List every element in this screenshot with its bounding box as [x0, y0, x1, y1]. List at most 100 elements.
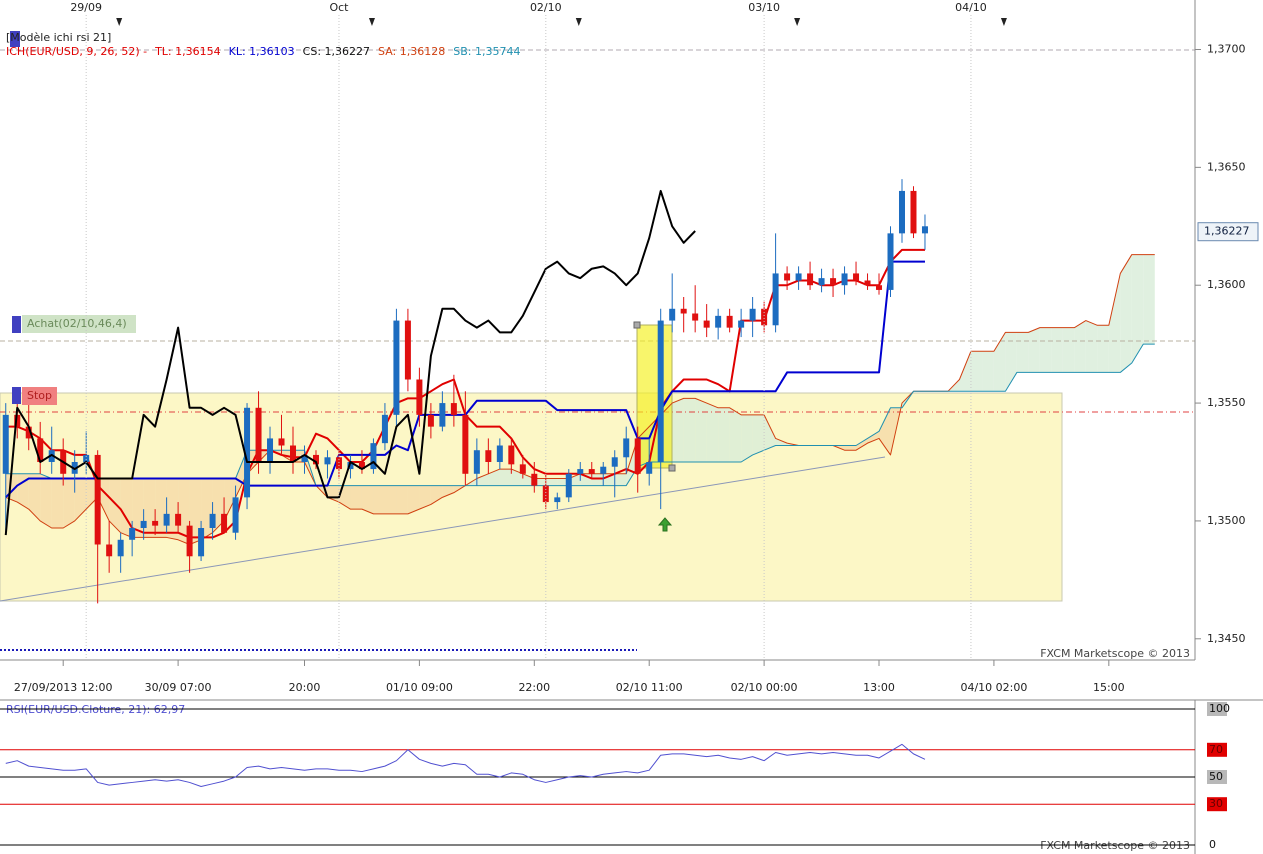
cloud-fill [729, 407, 742, 462]
day-marker [368, 18, 375, 26]
cloud-fill [1085, 320, 1098, 373]
x-tick-label: 27/09/2013 12:00 [14, 681, 113, 694]
top-tick-label: 04/10 [955, 1, 987, 14]
candle-body [106, 544, 113, 557]
rsi-tick-box [1207, 702, 1227, 716]
cloud-fill [224, 478, 236, 521]
candle-body [542, 485, 549, 503]
cloud-fill [499, 469, 512, 486]
candle-body [439, 403, 446, 427]
x-tick-label: 04/10 02:00 [960, 681, 1027, 694]
last-price-box [1197, 222, 1259, 242]
cloud-fill [74, 478, 87, 521]
rsi-tick-label: 30 [1209, 797, 1223, 810]
candle-body [795, 273, 802, 281]
achat-box [22, 315, 136, 333]
cloud-fill [672, 398, 684, 462]
day-marker [116, 18, 123, 26]
candle-body [726, 315, 733, 328]
candle-body [71, 462, 78, 474]
candle-body [221, 513, 228, 533]
cloud-fill [442, 485, 454, 498]
candle-body [129, 528, 136, 540]
y-tick-label: 1,3650 [1207, 160, 1246, 173]
highlight-zone [636, 324, 673, 469]
candle-body [646, 462, 653, 474]
candle-body [370, 443, 377, 470]
cloud-fill [28, 473, 41, 521]
x-tick-label: 20:00 [289, 681, 321, 694]
cloud-fill [683, 398, 696, 462]
rsi-tick-box [1207, 770, 1227, 784]
candle-body [290, 445, 297, 462]
y-tick-label: 1,3450 [1207, 632, 1246, 645]
cloud-fill [407, 485, 420, 514]
candle-body [519, 464, 526, 474]
cloud-fill [1120, 254, 1132, 373]
marker [12, 387, 21, 404]
candle-body [634, 438, 641, 474]
candle-body [807, 273, 814, 286]
achat-label: Achat(02/10,46,4) [27, 317, 127, 330]
x-tick-label: 15:00 [1093, 681, 1125, 694]
candle-body [427, 414, 434, 427]
candle-body [2, 414, 9, 474]
candle-body [358, 462, 365, 470]
candle-body [910, 190, 917, 234]
cloud-fill [1097, 325, 1109, 373]
candle-body [692, 313, 699, 321]
candle-body [921, 226, 928, 234]
rsi-tick-label: 0 [1209, 838, 1216, 851]
cloud-fill [614, 473, 627, 486]
cloud-fill [867, 431, 880, 444]
cloud-fill [695, 398, 707, 462]
cloud-fill [476, 473, 489, 486]
rsi-line [5, 743, 926, 788]
legend-entry: KL: 1,36103 [229, 45, 295, 58]
indicator-label: ICH(EUR/USD, 9, 26, 52) - [6, 45, 147, 58]
cloud-fill [741, 414, 753, 462]
legend-entry: SA: 1,36128 [378, 45, 445, 58]
candle-body [347, 462, 354, 470]
candle-body [278, 438, 285, 446]
watermark: FXCM Marketscope © 2013 [1040, 647, 1190, 660]
candle-body [485, 450, 492, 462]
cloud-fill [40, 473, 52, 528]
candle-body [209, 513, 216, 528]
candle-body [531, 473, 538, 486]
candle-body [393, 320, 400, 415]
cloud-fill [166, 478, 179, 540]
cloud-fill [488, 469, 500, 486]
rsi-tick-label: 100 [1209, 702, 1230, 715]
candle-body [48, 450, 55, 462]
cloud-fill [430, 485, 443, 505]
candle-body [772, 273, 779, 326]
handle [633, 321, 641, 329]
cloud-fill [17, 473, 29, 510]
cloud-fill [155, 478, 167, 538]
stop-box [22, 387, 57, 405]
x-tick-label: 02/10 11:00 [616, 681, 683, 694]
candle-body [140, 520, 147, 528]
cloud-layer [5, 254, 1155, 545]
cloud-fill [1143, 254, 1155, 345]
cloud-fill [419, 485, 431, 510]
cloud-fill [1039, 327, 1052, 373]
candle-body [680, 308, 687, 314]
candle-body [887, 233, 894, 290]
handle [668, 464, 676, 472]
candle-body [761, 308, 768, 326]
candle-body [267, 438, 274, 462]
cloud-fill [373, 485, 385, 514]
chart-title: [Modèle ichi rsi 21] [6, 31, 111, 44]
top-tick-label: 03/10 [748, 1, 780, 14]
cloud-fill [982, 351, 994, 392]
candle-body [462, 414, 469, 474]
candle-body [381, 414, 388, 444]
candle-body [565, 473, 572, 498]
candle-body [784, 273, 791, 281]
candle-body [749, 308, 756, 321]
trend-line [0, 456, 886, 602]
candle-body [324, 457, 331, 465]
cloud-fill [591, 473, 604, 486]
